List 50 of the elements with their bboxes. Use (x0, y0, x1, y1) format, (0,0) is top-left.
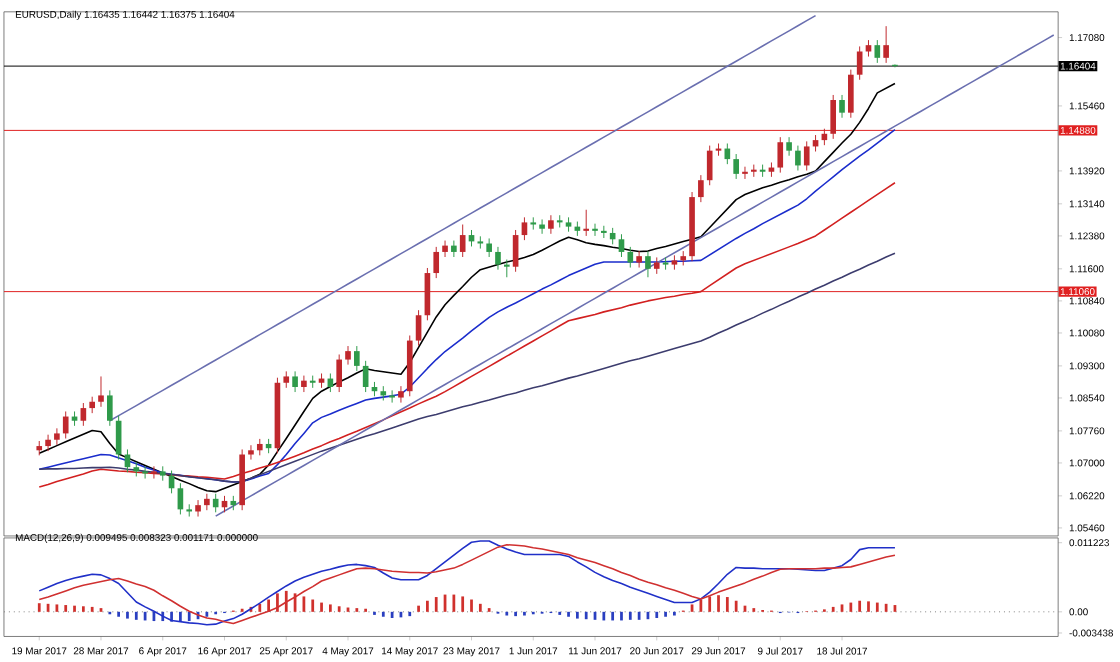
candlestick (645, 250, 651, 278)
candlestick (777, 136, 784, 173)
candlestick (459, 223, 466, 258)
candlestick (495, 245, 501, 270)
candlestick (354, 345, 360, 372)
candlestick (592, 222, 598, 236)
candlestick (627, 245, 634, 268)
candlestick (107, 389, 113, 426)
candlestick (301, 374, 307, 393)
candlestick (186, 503, 193, 517)
candlestick (539, 218, 545, 234)
candlestick (345, 345, 351, 365)
candlestick (204, 492, 210, 511)
candlestick (195, 499, 201, 517)
candlestick (839, 94, 845, 118)
candlestick (142, 465, 148, 479)
candlestick (698, 174, 704, 203)
candlestick (521, 216, 528, 241)
candlestick (618, 233, 625, 258)
candlestick (451, 239, 457, 258)
candlestick (336, 353, 343, 393)
candlestick (856, 45, 863, 80)
candlestick (80, 402, 87, 426)
candlestick (742, 165, 748, 180)
candlestick (398, 385, 404, 403)
candlestick (62, 410, 69, 439)
candlestick (583, 208, 590, 236)
candlestick (151, 465, 157, 479)
candlestick (98, 375, 104, 407)
candlestick (706, 144, 713, 186)
candlestick (795, 144, 801, 171)
candlestick (54, 427, 60, 445)
candlestick (733, 153, 739, 180)
candlestick (292, 370, 298, 393)
candlestick (248, 444, 254, 460)
candlestick (830, 94, 837, 139)
candlestick (212, 492, 219, 513)
candlestick (874, 39, 881, 63)
candlestick (803, 140, 810, 171)
candlestick (786, 136, 792, 156)
candlestick (848, 68, 854, 118)
candlestick (636, 250, 642, 268)
candlestick (548, 214, 554, 234)
candlestick (415, 309, 422, 346)
candlestick (486, 237, 492, 258)
candlestick (883, 25, 889, 63)
candlestick (389, 389, 395, 403)
candlestick (433, 245, 440, 279)
candlestick (45, 433, 51, 452)
candlestick (442, 239, 448, 258)
